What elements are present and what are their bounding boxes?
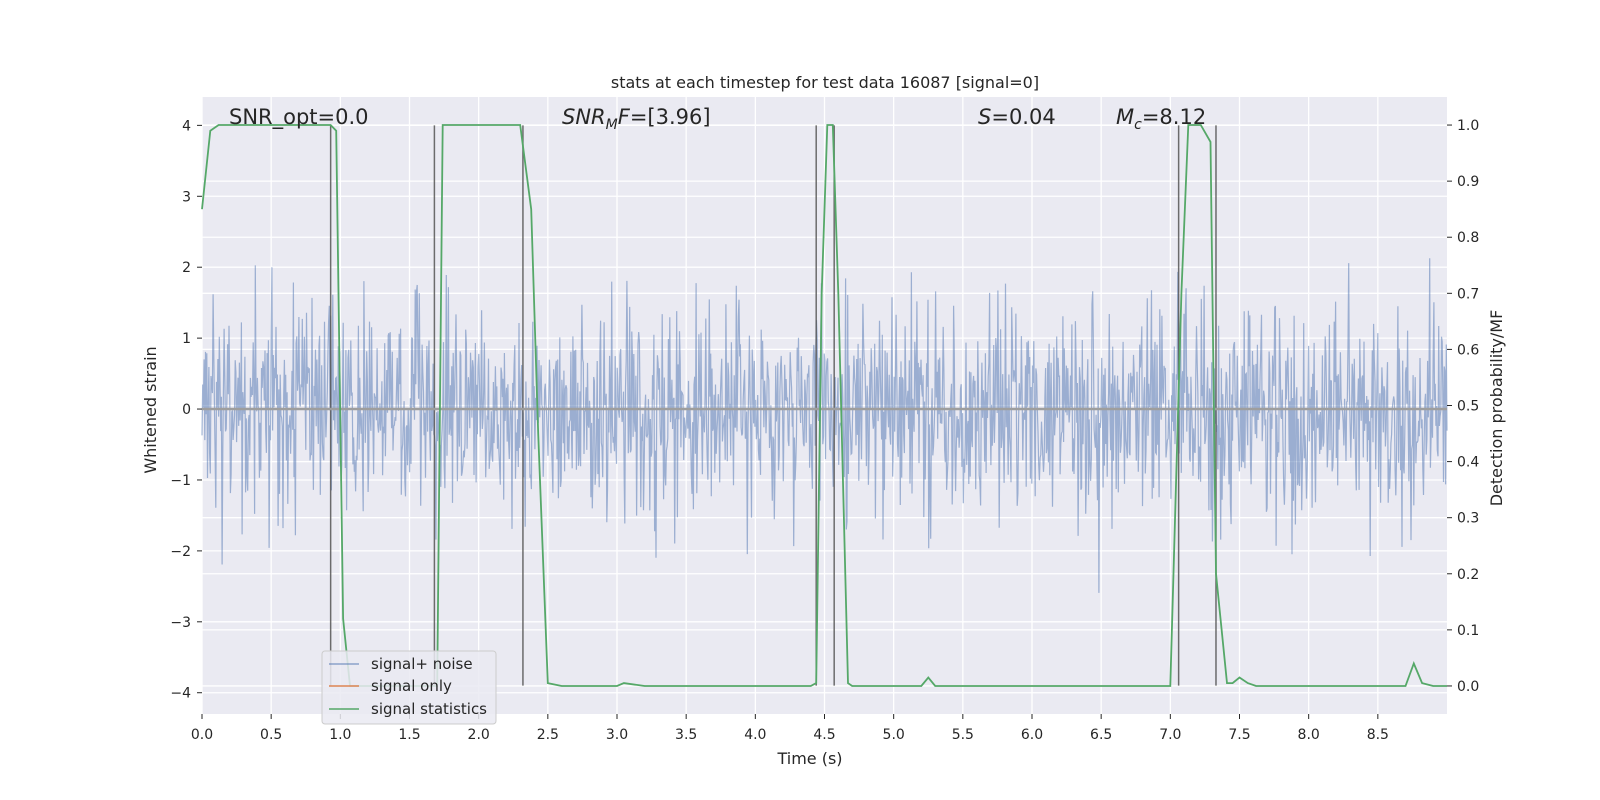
x-tick-label: 3.5 bbox=[675, 727, 697, 743]
legend-label-noise: signal+ noise bbox=[371, 655, 473, 673]
annotation-snr-opt: SNR_opt=0.0 bbox=[229, 105, 369, 130]
x-tick-label: 8.0 bbox=[1298, 727, 1320, 743]
x-tick-label: 1.5 bbox=[398, 727, 420, 743]
annotation-snr-mf: SNRMF=[3.96] bbox=[562, 105, 711, 133]
x-tick-label: 6.5 bbox=[1090, 727, 1112, 743]
x-axis-ticks: 0.0 0.5 1.0 1.5 2.0 2.5 3.0 3.5 4.0 4.5 5.0 5.5 6.0 6… bbox=[191, 714, 1389, 743]
x-tick-label: 1.0 bbox=[329, 727, 351, 743]
y-tick-label: −4 bbox=[170, 686, 191, 702]
y2-tick-label: 1.0 bbox=[1457, 118, 1479, 134]
x-tick-label: 2.0 bbox=[468, 727, 490, 743]
y2-tick-label: 0.9 bbox=[1457, 174, 1479, 190]
x-tick-label: 4.5 bbox=[813, 727, 835, 743]
noise-line bbox=[201, 258, 1448, 593]
y-axis-ticks: 4 3 2 1 0 −1 −2 −3 −4 bbox=[170, 118, 202, 702]
y-tick-label: 4 bbox=[182, 118, 191, 134]
y-tick-label: −2 bbox=[170, 544, 191, 560]
x-tick-label: 6.0 bbox=[1021, 727, 1043, 743]
y-tick-label: −1 bbox=[170, 473, 191, 489]
legend-label-signal-only: signal only bbox=[371, 677, 452, 695]
x-tick-label: 8.5 bbox=[1367, 727, 1389, 743]
x-axis-label: Time (s) bbox=[776, 749, 842, 768]
annotation-s: S=0.04 bbox=[978, 105, 1056, 129]
y2-tick-label: 0.8 bbox=[1457, 230, 1479, 246]
y2-axis-label: Detection probability/MF bbox=[1487, 310, 1506, 507]
y2-tick-label: 0.1 bbox=[1457, 623, 1479, 639]
x-tick-label: 4.0 bbox=[744, 727, 766, 743]
y-tick-label: 3 bbox=[182, 189, 191, 205]
y-tick-label: 2 bbox=[182, 260, 191, 276]
legend: signal+ noise signal only signal statist… bbox=[321, 650, 497, 725]
legend-label-statistics: signal statistics bbox=[371, 700, 487, 718]
y2-tick-label: 0.6 bbox=[1457, 342, 1479, 358]
noise-trace bbox=[201, 258, 1448, 593]
y-axis-label: Whitened strain bbox=[141, 346, 160, 473]
y2-tick-label: 0.3 bbox=[1457, 511, 1479, 527]
x-tick-label: 3.0 bbox=[606, 727, 628, 743]
x-tick-label: 7.5 bbox=[1228, 727, 1250, 743]
y-tick-label: −3 bbox=[170, 615, 191, 631]
x-tick-label: 2.5 bbox=[537, 727, 559, 743]
y2-tick-label: 0.2 bbox=[1457, 567, 1479, 583]
x-tick-label: 5.5 bbox=[952, 727, 974, 743]
legend-box bbox=[321, 650, 497, 725]
y2-tick-label: 0.5 bbox=[1457, 399, 1479, 415]
y2-axis-ticks: 1.0 0.9 0.8 0.7 0.6 0.5 0.4 0.3 0.2 0.1 0.0 bbox=[1447, 118, 1479, 695]
chart-title: stats at each timestep for test data 160… bbox=[611, 73, 1039, 92]
y2-tick-label: 0.7 bbox=[1457, 286, 1479, 302]
y-tick-label: 0 bbox=[182, 402, 191, 418]
x-tick-label: 0.5 bbox=[260, 727, 282, 743]
y2-tick-label: 0.4 bbox=[1457, 455, 1479, 471]
y-tick-label: 1 bbox=[182, 331, 191, 347]
annotation-mc: Mc=8.12 bbox=[1116, 105, 1206, 133]
grid-lines bbox=[201, 97, 1447, 714]
x-tick-label: 0.0 bbox=[191, 727, 213, 743]
y2-tick-label: 0.0 bbox=[1457, 679, 1479, 695]
x-tick-label: 7.0 bbox=[1159, 727, 1181, 743]
x-tick-label: 5.0 bbox=[883, 727, 905, 743]
